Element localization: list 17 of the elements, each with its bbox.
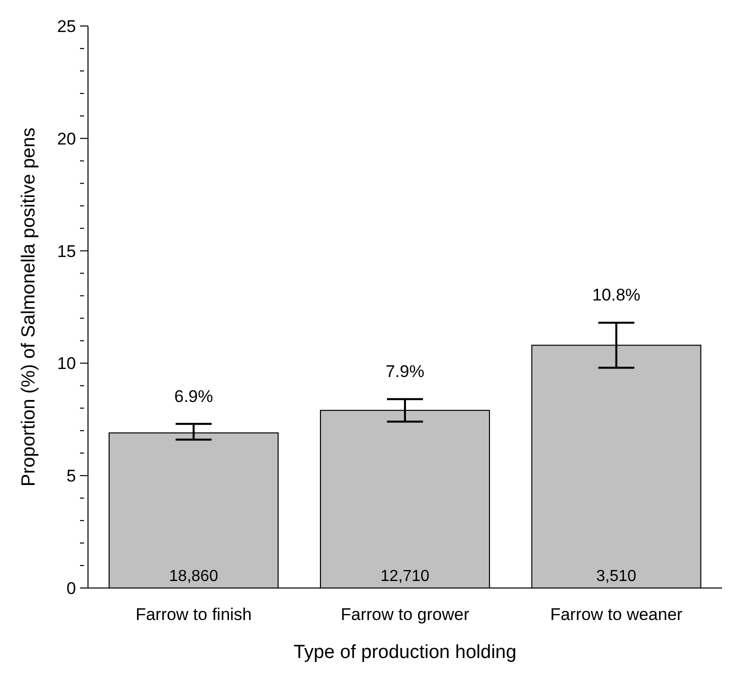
data-label: 10.8%	[592, 286, 640, 305]
y-axis-title: Proportion (%) of Salmonella positive pens	[18, 127, 40, 487]
y-tick-label: 5	[66, 466, 76, 486]
x-axis-title: Type of production holding	[294, 642, 516, 663]
annotation: 3,510	[596, 568, 636, 585]
y-tick-label: 20	[57, 129, 76, 148]
y-tick-label: 0	[66, 579, 76, 598]
data-label: 7.9%	[386, 362, 424, 382]
x-tick-label: Farrow to finish	[136, 605, 252, 624]
y-tick-label: 15	[57, 242, 76, 261]
annotation: 12,710	[380, 568, 430, 585]
x-tick-label: Farrow to weaner	[550, 605, 683, 624]
data-label: 6.9%	[174, 386, 214, 406]
x-tick-label: Farrow to grower	[340, 605, 470, 624]
y-tick-label: 25	[57, 17, 76, 36]
annotation: 18,860	[169, 568, 218, 585]
y-tick-label: 10	[57, 354, 76, 374]
